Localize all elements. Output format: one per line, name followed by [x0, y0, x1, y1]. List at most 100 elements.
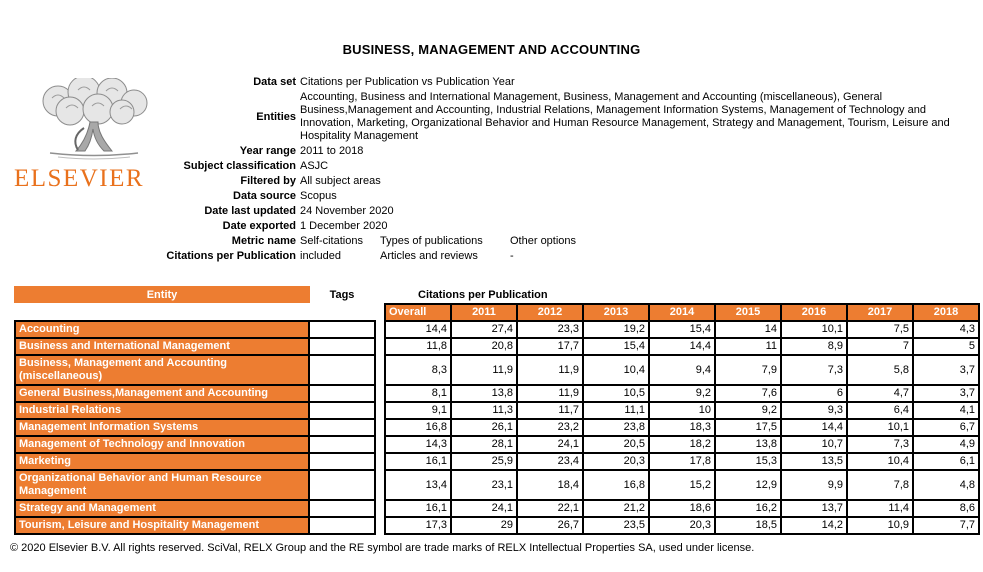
metadata-value: 1 December 2020	[300, 220, 388, 232]
value-cell: 11,9	[450, 354, 518, 386]
metadata-row: Date last updated 24 November 2020	[0, 205, 978, 218]
elsevier-tree-icon	[42, 78, 148, 160]
metadata-row: Subject classification ASJC	[0, 160, 978, 173]
table-row: Business and International Management 11,…	[14, 337, 983, 356]
value-cell: 8,3	[384, 354, 452, 386]
metadata-values: Citations per Publication vs Publication…	[300, 76, 515, 89]
metadata-value: Other options	[510, 235, 577, 247]
value-cell: 11,9	[516, 354, 584, 386]
metadata-label: Year range	[239, 145, 296, 157]
metadata-values: Self-citations Types of publications Other…	[300, 235, 576, 248]
value-cell: 4,8	[912, 469, 980, 501]
metadata-value: Scopus	[300, 190, 337, 202]
entity-column-header: Entity	[14, 286, 310, 303]
value-cell: 17,3	[384, 516, 452, 535]
entity-cell: Tourism, Leisure and Hospitality Managem…	[14, 516, 310, 535]
value-cell: 16,8	[582, 469, 650, 501]
metadata-value: -	[510, 250, 514, 262]
column-gap	[376, 354, 384, 386]
metadata-row: Data set Citations per Publication vs Pub…	[0, 76, 978, 89]
value-cell: 9,9	[780, 469, 848, 501]
value-cell: 29	[450, 516, 518, 535]
metadata-value: Types of publications	[380, 235, 483, 247]
metadata-row: Filtered by All subject areas	[0, 175, 978, 188]
value-cell: 18,4	[516, 469, 584, 501]
tags-cell	[308, 354, 376, 386]
metric-group-header: Citations per Publication	[418, 288, 548, 301]
value-cell: 4,9	[912, 435, 980, 454]
value-cell: 10,9	[846, 516, 914, 535]
value-cell: 15,3	[714, 452, 782, 471]
metadata-value: Articles and reviews	[380, 250, 478, 262]
metadata-row: Citations per Publication included Article…	[0, 250, 978, 263]
value-cell: 6,7	[912, 418, 980, 437]
value-cell: 3,7	[912, 354, 980, 386]
value-cell: 23,1	[450, 469, 518, 501]
table-row: Strategy and Management 16,1 24,1 22,1 21,2 1…	[14, 499, 983, 518]
tags-cell	[308, 469, 376, 501]
value-cell: 9,4	[648, 354, 716, 386]
copyright-footer: © 2020 Elsevier B.V. All rights reserved…	[10, 542, 755, 554]
metadata-value: 2011 to 2018	[300, 145, 364, 157]
citations-table: Entity Tags Citations per Publication Ov…	[14, 286, 983, 535]
value-cell: 17,8	[648, 452, 716, 471]
value-cell: 22,1	[516, 499, 584, 518]
elsevier-wordmark: ELSEVIER	[14, 165, 145, 192]
metadata-label: Citations per Publication	[166, 250, 296, 262]
metadata-values: Accounting, Business and International M…	[300, 91, 964, 143]
table-row: Organizational Behavior and Human Resour…	[14, 469, 983, 501]
metadata-row: Entities Accounting, Business and Interna…	[0, 91, 978, 143]
table-row: Tourism, Leisure and Hospitality Managem…	[14, 516, 983, 535]
metadata-label: Entities	[256, 110, 296, 123]
elsevier-logo: ELSEVIER	[14, 78, 170, 193]
value-cell: 14,2	[780, 516, 848, 535]
metadata-values: 1 December 2020	[300, 220, 387, 233]
entity-cell: Strategy and Management	[14, 499, 310, 518]
entity-cell: Management Information Systems	[14, 418, 310, 437]
metadata-row: Date exported 1 December 2020	[0, 220, 978, 233]
value-cell: 16,8	[384, 418, 452, 437]
metadata-values: ASJC	[300, 160, 328, 173]
year-column-header: 2014	[648, 303, 716, 322]
value-cell: 7,8	[846, 469, 914, 501]
value-cell: 10,4	[582, 354, 650, 386]
metadata-values: included Articles and reviews -	[300, 250, 514, 263]
metadata-value: Self-citations	[300, 235, 363, 247]
table-row: Business, Management and Accounting (mis…	[14, 354, 983, 386]
value-cell: 7,3	[780, 354, 848, 386]
column-gap	[376, 516, 384, 535]
value-cell: 12,9	[714, 469, 782, 501]
metadata-values: All subject areas	[300, 175, 381, 188]
metadata-row: Data source Scopus	[0, 190, 978, 203]
value-cell: 13,4	[384, 469, 452, 501]
value-cell: 8,1	[384, 384, 452, 403]
entity-cell: Organizational Behavior and Human Resour…	[14, 469, 310, 501]
metadata-value: ASJC	[300, 160, 329, 172]
value-cell: 9,2	[648, 384, 716, 403]
value-cell: 23,5	[582, 516, 650, 535]
tags-column-header: Tags	[329, 288, 355, 301]
metadata-values: Scopus	[300, 190, 337, 203]
metadata-value: 24 November 2020	[300, 205, 394, 217]
table-header-row: Entity Tags Citations per Publication	[14, 286, 983, 303]
value-cell: 7,9	[714, 354, 782, 386]
metadata-value: All subject areas	[300, 175, 381, 187]
value-cell: 7,7	[912, 516, 980, 535]
metadata-value: Citations per Publication vs Publication…	[300, 76, 515, 88]
metadata-label: Data source	[233, 190, 296, 202]
metadata-value: included	[300, 250, 341, 262]
entity-cell: Business, Management and Accounting (mis…	[14, 354, 310, 386]
metadata-row: Metric name Self-citations Types of public…	[0, 235, 978, 248]
metadata: Data set Citations per Publication vs Pub…	[0, 76, 978, 265]
value-cell: 13,5	[780, 452, 848, 471]
metadata-values: 24 November 2020	[300, 205, 394, 218]
tags-cell	[308, 516, 376, 535]
metadata-label: Data set	[253, 76, 296, 88]
page-title: BUSINESS, MANAGEMENT AND ACCOUNTING	[342, 42, 641, 57]
value-cell: 15,2	[648, 469, 716, 501]
metadata-label: Filtered by	[240, 175, 296, 187]
value-cell: 11,8	[384, 337, 452, 356]
value-cell: 6,1	[912, 452, 980, 471]
column-gap	[376, 286, 384, 303]
